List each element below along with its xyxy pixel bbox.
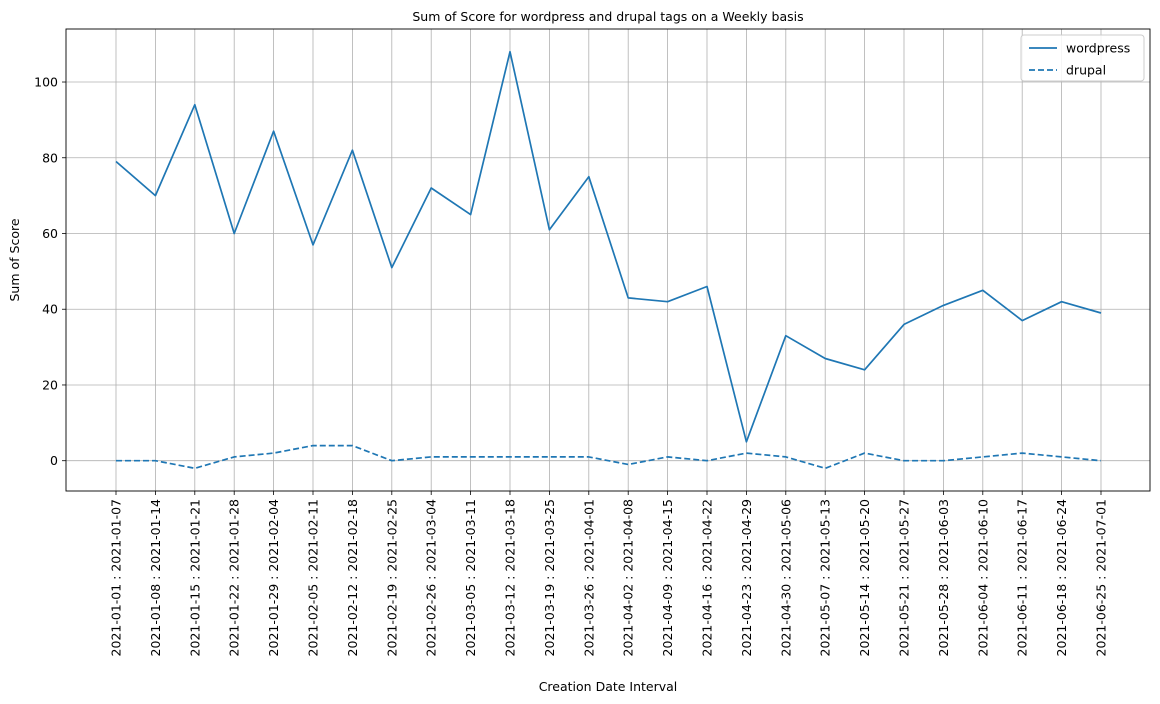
- x-tick-label: 2021-05-14 : 2021-05-20: [857, 499, 872, 656]
- y-tick-label: 100: [34, 75, 58, 90]
- x-tick-label: 2021-04-23 : 2021-04-29: [739, 499, 754, 656]
- legend-label-drupal: drupal: [1066, 63, 1106, 78]
- x-tick-label: 2021-02-19 : 2021-02-25: [384, 499, 399, 656]
- x-tick-label: 2021-04-09 : 2021-04-15: [660, 499, 675, 656]
- x-tick-label: 2021-01-01 : 2021-01-07: [109, 499, 124, 656]
- series-line-wordpress: [115, 50, 1102, 443]
- x-tick-label: 2021-02-05 : 2021-02-11: [306, 499, 321, 656]
- x-tick-label: 2021-06-18 : 2021-06-24: [1054, 499, 1069, 656]
- chart-title: Sum of Score for wordpress and drupal ta…: [412, 9, 803, 24]
- legend: wordpress drupal: [1020, 34, 1145, 82]
- x-tick-label: 2021-03-12 : 2021-03-18: [503, 499, 518, 656]
- x-tick-label: 2021-01-08 : 2021-01-14: [148, 499, 163, 656]
- x-tick-label: 2021-01-22 : 2021-01-28: [227, 499, 242, 656]
- y-tick-label: 80: [42, 150, 58, 165]
- x-tick-label: 2021-04-16 : 2021-04-22: [700, 499, 715, 656]
- x-tick-label: 2021-02-26 : 2021-03-04: [424, 499, 439, 656]
- y-axis-ticks: 0 20 40 60 80 100: [34, 75, 66, 468]
- x-axis-ticks: 2021-01-01 : 2021-01-07 2021-01-08 : 2021…: [109, 491, 1109, 656]
- y-tick-label: 60: [42, 226, 58, 241]
- y-tick-label: 0: [50, 453, 58, 468]
- series-layer: [115, 50, 1102, 470]
- y-tick-label: 20: [42, 377, 58, 392]
- legend-label-wordpress: wordpress: [1066, 41, 1130, 56]
- x-axis-title: Creation Date Interval: [539, 679, 678, 694]
- x-tick-label: 2021-06-04 : 2021-06-10: [975, 499, 990, 656]
- x-tick-label: 2021-04-02 : 2021-04-08: [621, 499, 636, 656]
- y-tick-label: 40: [42, 302, 58, 317]
- x-tick-label: 2021-03-26 : 2021-04-01: [581, 499, 596, 656]
- x-tick-label: 2021-05-21 : 2021-05-27: [897, 499, 912, 656]
- x-tick-label: 2021-05-28 : 2021-06-03: [936, 499, 951, 656]
- y-axis-title: Sum of Score: [7, 218, 22, 301]
- x-tick-label: 2021-06-25 : 2021-07-01: [1094, 499, 1109, 656]
- plot-frame: [65, 28, 1151, 492]
- x-tick-label: 2021-01-29 : 2021-02-04: [266, 499, 281, 656]
- x-tick-label: 2021-04-30 : 2021-05-06: [778, 499, 793, 656]
- x-tick-label: 2021-02-12 : 2021-02-18: [345, 499, 360, 656]
- x-tick-label: 2021-03-05 : 2021-03-11: [463, 499, 478, 656]
- series-line-drupal: [116, 444, 1102, 470]
- x-tick-label: 2021-05-07 : 2021-05-13: [818, 499, 833, 656]
- x-tick-label: 2021-03-19 : 2021-03-25: [542, 499, 557, 656]
- x-tick-label: 2021-01-15 : 2021-01-21: [187, 499, 202, 656]
- x-tick-label: 2021-06-11 : 2021-06-17: [1015, 499, 1030, 656]
